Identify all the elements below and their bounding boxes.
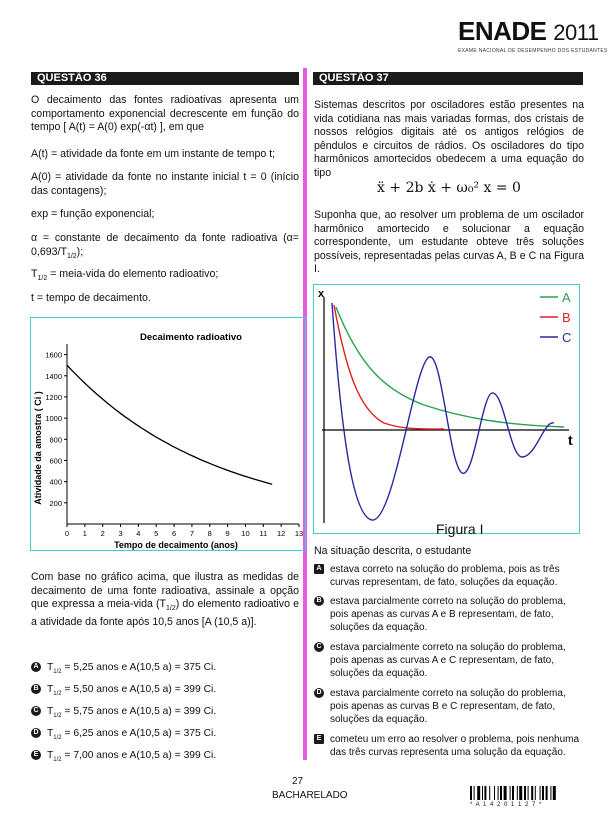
- barcode-icon: [470, 786, 556, 800]
- page-number: 27: [292, 776, 304, 787]
- x-tick-label: 13: [295, 529, 303, 538]
- decay-chart-frame: Decaimento radioativo 0 1 2 3 4 5 6 7 8 9 10 11 12 13…: [30, 317, 306, 551]
- barcode-bar: [524, 786, 526, 800]
- x-tick-label: 12: [277, 529, 285, 538]
- barcode-bar: [500, 786, 502, 800]
- barcode-bar: [550, 786, 552, 800]
- x-tick-label: 10: [241, 529, 249, 538]
- y-tick-label: 1000: [45, 414, 62, 423]
- q36-def-exp: exp = função exponencial;: [31, 208, 155, 220]
- q36-option-e[interactable]: E T1/2 = 7,00 anos e A(10,5 a) = 399 Ci.: [31, 749, 231, 771]
- y-tick-label: 1400: [45, 372, 62, 381]
- x-tick-label: 5: [154, 529, 158, 538]
- x-tick-label: 11: [259, 529, 267, 538]
- x-tick-label: 8: [208, 529, 212, 538]
- q36-question: Com base no gráfico acima, que ilustra a…: [31, 571, 299, 628]
- curve-c: [331, 302, 555, 521]
- barcode-bar: [497, 786, 499, 800]
- q37-lead: Na situação descrita, o estudante: [314, 545, 472, 557]
- q37-equation: ẍ + 2b ẋ + ω₀² x = 0: [377, 180, 521, 196]
- barcode-bar: [503, 786, 507, 800]
- chart-y-label: Atividade da amostra ( Ci ): [33, 391, 43, 505]
- legend-c: C: [562, 330, 571, 345]
- x-tick-label: 1: [83, 529, 87, 538]
- barcode: [470, 786, 580, 800]
- q36-def-alpha: α = constante de decaimento da fonte rad…: [31, 232, 299, 260]
- legend-a: A: [562, 290, 571, 305]
- y-tick-label: 200: [49, 499, 62, 508]
- q37-intro: Sistemas descritos por osciladores estão…: [314, 99, 584, 179]
- barcode-bar: [489, 786, 491, 800]
- q36-option-b[interactable]: B T1/2 = 5,50 anos e A(10,5 a) = 399 Ci.: [31, 683, 231, 705]
- figure-caption: Figura I: [436, 521, 484, 537]
- barcode-bar: [509, 786, 511, 800]
- barcode-text: * A 1 4 2 0 1 1 2 7 *: [470, 802, 543, 808]
- barcode-bar: [512, 786, 514, 800]
- barcode-bar: [477, 786, 481, 800]
- q36-option-d[interactable]: D T1/2 = 6,25 anos e A(10,5 a) = 375 Ci.: [31, 727, 231, 749]
- curve-a: [335, 306, 565, 428]
- x-tick-label: 6: [172, 529, 176, 538]
- q36-def-halflife: T1/2 = meia-vida do elemento radioativo;: [31, 268, 219, 283]
- y-tick-label: 600: [49, 456, 62, 465]
- fig-y-label: x: [318, 288, 325, 300]
- fig-x-label: t: [568, 432, 573, 448]
- barcode-bar: [542, 786, 544, 800]
- decay-chart: Decaimento radioativo 0 1 2 3 4 5 6 7 8 9 10 11 12 13…: [33, 332, 303, 550]
- barcode-bar: [494, 786, 495, 800]
- q36-intro: O decaimento das fontes radioativas apre…: [31, 94, 299, 133]
- oscillator-figure: x t A B C: [318, 288, 573, 523]
- y-tick-label: 1200: [45, 393, 62, 402]
- curve-b: [333, 304, 445, 430]
- barcode-bar: [539, 786, 541, 800]
- q36-def-a0: A(0) = atividade da fonte no instante in…: [31, 171, 299, 197]
- barcode-bar: [484, 786, 487, 800]
- footer-course: BACHARELADO: [272, 790, 348, 801]
- header-subtitle: EXAME NACIONAL DE DESEMPENHO DOS ESTUDAN…: [458, 48, 608, 54]
- q36-options: A T1/2 = 5,25 anos e A(10,5 a) = 375 Ci. …: [31, 661, 231, 771]
- barcode-bar: [473, 786, 475, 800]
- q36-def-at: A(t) = atividade da fonte em um instante…: [31, 148, 276, 160]
- barcode-bar: [534, 786, 536, 800]
- question-36-header: QUESTÃO 36: [31, 72, 299, 85]
- barcode-bar: [531, 786, 534, 800]
- q36-def-t: t = tempo de decaimento.: [31, 292, 151, 304]
- x-tick-label: 4: [136, 529, 140, 538]
- x-tick-label: 9: [226, 529, 230, 538]
- q36-option-c[interactable]: C T1/2 = 5,75 anos e A(10,5 a) = 399 Ci.: [31, 705, 231, 727]
- y-tick-label: 1600: [45, 351, 62, 360]
- barcode-bar: [482, 786, 483, 800]
- y-tick-label: 400: [49, 478, 62, 487]
- barcode-bar: [527, 786, 529, 800]
- q36-option-a[interactable]: A T1/2 = 5,25 anos e A(10,5 a) = 375 Ci.: [31, 661, 231, 683]
- barcode-bar: [545, 786, 548, 800]
- chart-x-label: Tempo de decaimento (anos): [114, 540, 238, 550]
- barcode-bar: [470, 786, 472, 800]
- enade-logo: ENADE 2011: [458, 16, 599, 46]
- chart-title: Decaimento radioativo: [140, 332, 242, 343]
- barcode-bar: [552, 786, 556, 800]
- question-37-header: QUESTÃO 37: [313, 72, 583, 85]
- decay-curve: [66, 364, 273, 485]
- barcode-bar: [516, 786, 518, 800]
- x-tick-label: 3: [118, 529, 122, 538]
- y-tick-label: 800: [49, 435, 62, 444]
- oscillator-figure-frame: x t A B C: [313, 284, 580, 534]
- x-tick-label: 0: [65, 529, 69, 538]
- legend-b: B: [562, 310, 571, 325]
- x-tick-label: 7: [190, 529, 194, 538]
- barcode-bar: [519, 786, 523, 800]
- q37-paragraph: Suponha que, ao resolver um problema de …: [314, 209, 584, 275]
- x-tick-label: 2: [101, 529, 105, 538]
